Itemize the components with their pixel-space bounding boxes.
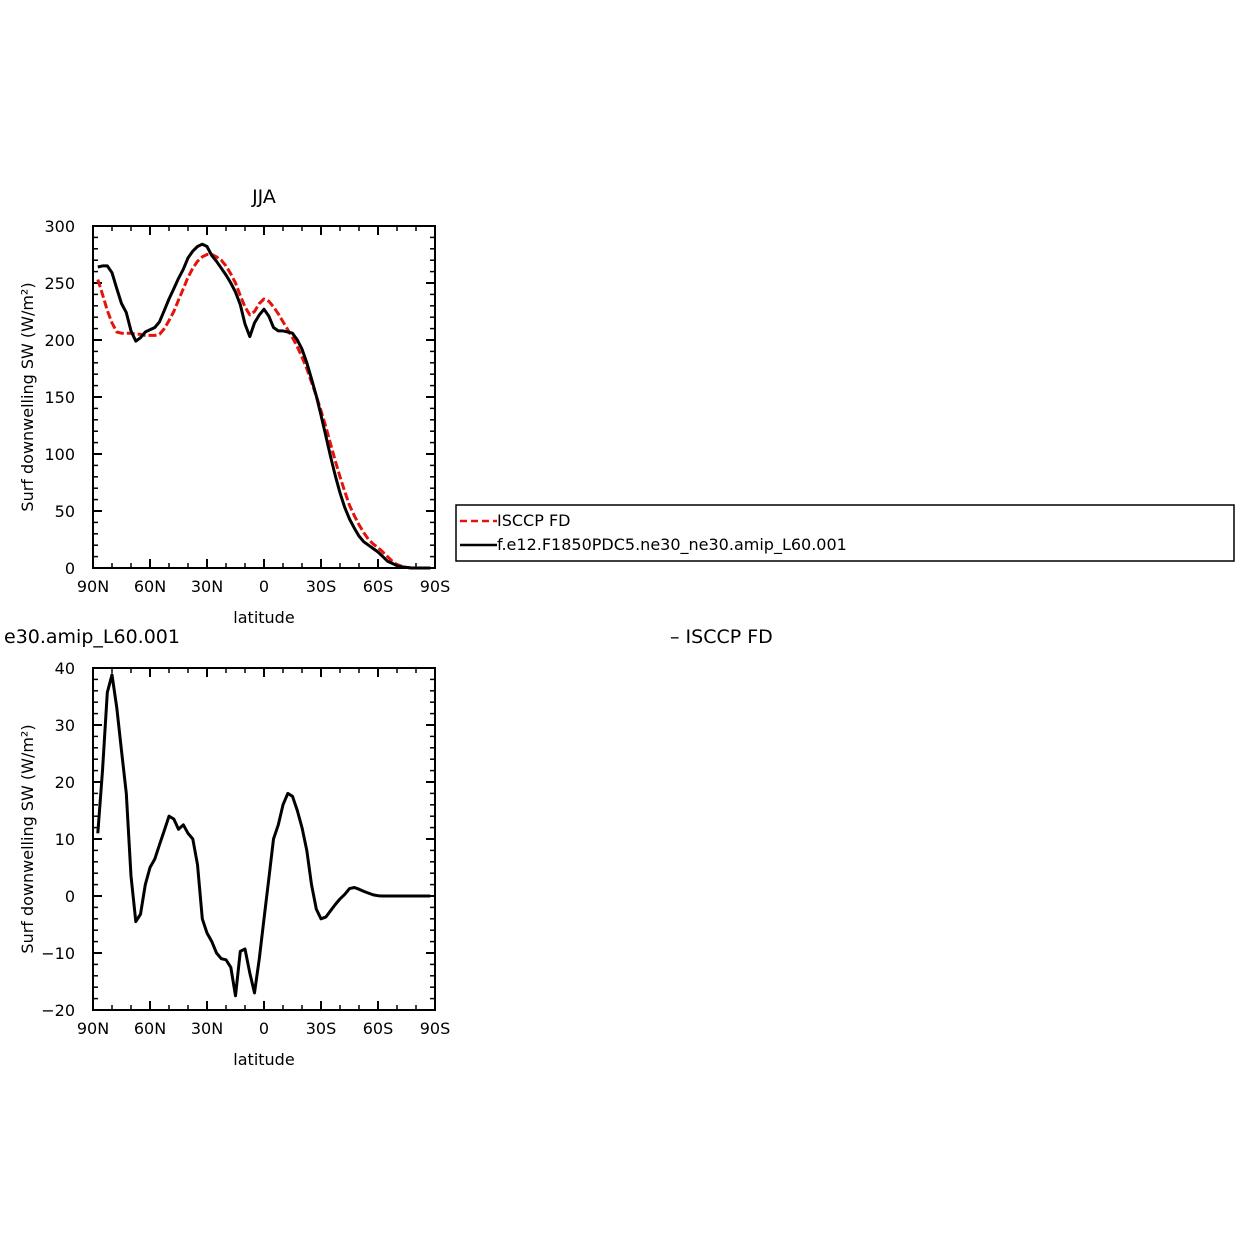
y-tick-label: 30 (55, 716, 75, 735)
legend-label-model: f.e12.F1850PDC5.ne30_ne30.amip_L60.001 (497, 535, 847, 555)
y-tick-label: 0 (65, 559, 75, 578)
y-tick-label: 0 (65, 887, 75, 906)
x-tick-label: 30S (306, 577, 337, 596)
x-tick-label: 0 (259, 577, 269, 596)
chart-bottom-xlabel: latitude (233, 1050, 294, 1069)
chart-top-xlabel: latitude (233, 608, 294, 627)
y-tick-label: 250 (44, 274, 75, 293)
series-line-model (97, 242, 431, 570)
x-tick-label: 30S (306, 1019, 337, 1038)
chart-top-ticks: 90N 60N 30N 0 30S 60S 90S 0 50 100 150 200 250 300 (44, 217, 450, 596)
x-tick-label: 60N (134, 1019, 166, 1038)
y-tick-label: 200 (44, 331, 75, 350)
chart-top-frame (92, 225, 436, 569)
x-tick-label: 30N (191, 577, 223, 596)
chart-top-title: JJA (251, 186, 276, 208)
x-tick-label: 60S (363, 577, 394, 596)
x-tick-label: 60S (363, 1019, 394, 1038)
chart-bottom-series (96, 673, 431, 998)
legend-label-isccp: ISCCP FD (497, 511, 570, 530)
y-tick-label: −10 (41, 944, 75, 963)
x-tick-label: 90N (77, 1019, 109, 1038)
chart-bottom-ticks: 90N 60N 30N 0 30S 60S 90S −20 −10 0 10 20 30 40 (41, 659, 450, 1038)
y-tick-label: 40 (55, 659, 75, 678)
series-line-model (96, 673, 431, 998)
chart-legend: ISCCP FD f.e12.F1850PDC5.ne30_ne30.amip_… (455, 504, 1235, 562)
y-tick-label: 50 (55, 502, 75, 521)
chart-bottom-ylabel: Surf downwelling SW (W/m²) (18, 724, 37, 953)
y-tick-label: 100 (44, 445, 75, 464)
chart-top-panel: JJA 90N 60N 30N 0 30S 60S 90S 0 50 100 150 200 250 30… (18, 186, 450, 627)
y-tick-label: 20 (55, 773, 75, 792)
chart-bottom-title: e30.amip_L60.001 (4, 626, 180, 648)
x-tick-label: 0 (259, 1019, 269, 1038)
x-tick-label: 60N (134, 577, 166, 596)
chart-bottom-title-right: – ISCCP FD (670, 626, 773, 648)
x-tick-label: 90S (420, 1019, 451, 1038)
x-tick-label: 90S (420, 577, 451, 596)
x-tick-label: 90N (77, 577, 109, 596)
chart-top-series (96, 242, 431, 570)
chart-bottom-frame (92, 667, 436, 1011)
chart-bottom-panel: e30.amip_L60.001 – ISCCP FD 90N 60N 30N 0 30… (4, 626, 773, 1069)
legend-frame (455, 504, 1235, 562)
y-tick-label: 10 (55, 830, 75, 849)
y-tick-label: 300 (44, 217, 75, 236)
chart-top-ylabel: Surf downwelling SW (W/m²) (18, 282, 37, 511)
x-tick-label: 30N (191, 1019, 223, 1038)
y-tick-label: −20 (41, 1001, 75, 1020)
y-tick-label: 150 (44, 388, 75, 407)
series-line-isccp (96, 253, 431, 570)
